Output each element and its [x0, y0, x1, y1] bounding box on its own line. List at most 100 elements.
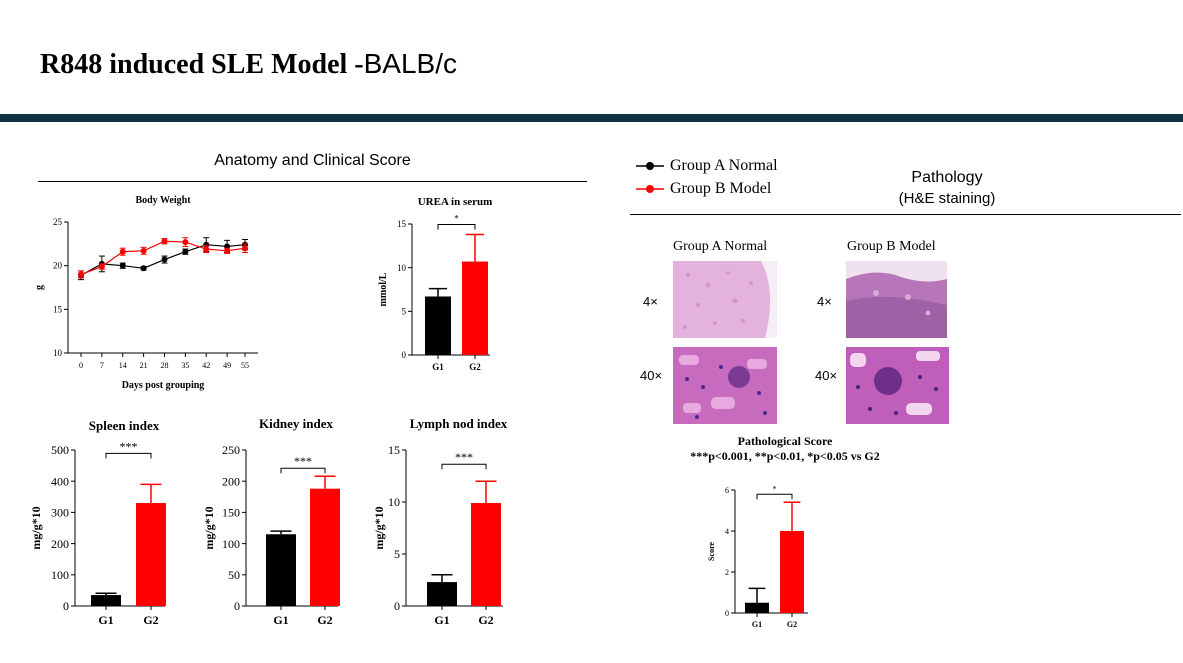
urea-chart: UREA in serum 0 5 10 15 mmol/L G1 G2 * [378, 196, 493, 372]
significance-bracket [280, 467, 326, 474]
x-tick-label: 28 [160, 361, 168, 370]
y-tick-label: 500 [51, 443, 69, 457]
y-tick-label: 300 [51, 506, 69, 520]
y-tick-label: 0 [402, 350, 407, 360]
x-tick-label: 0 [79, 361, 83, 370]
y-tick-label: 200 [222, 474, 240, 488]
significance-label: * [454, 213, 459, 223]
y-tick-label: 0 [394, 599, 400, 613]
y-tick-label: 0 [725, 609, 729, 618]
legend-marker-icon [636, 162, 664, 170]
row-label-4x: 4× [643, 294, 658, 309]
data-point [242, 245, 248, 252]
legend-label: Group A Normal [670, 157, 778, 174]
data-point [98, 263, 105, 270]
data-point [119, 248, 126, 255]
x-tick-label: G1 [273, 613, 288, 627]
y-tick-label: 4 [725, 527, 729, 536]
significance-bracket [437, 223, 476, 230]
bar [310, 488, 340, 606]
left-section-divider [38, 181, 587, 182]
chart-title: Body Weight [135, 195, 191, 206]
spleen-index-chart: Spleen index 0 100 200 300 400 500 mg/g*10 G1 G2 *… [30, 418, 166, 627]
data-point [203, 246, 210, 253]
data-point [140, 265, 147, 272]
y-tick-label: 10 [397, 263, 407, 273]
x-tick-label: G1 [434, 613, 449, 627]
x-tick-label: 7 [100, 361, 104, 370]
pathological-score-chart: 0 2 4 6 Score G1 G2 * [707, 484, 808, 629]
x-tick-label: G1 [752, 620, 762, 629]
y-axis-label: Score [707, 542, 716, 561]
x-tick-label: G1 [98, 613, 113, 627]
col-label-group-a: Group A Normal [673, 239, 768, 254]
y-axis-label: mg/g*10 [30, 506, 43, 549]
data-point [182, 248, 189, 255]
y-tick-label: 20 [53, 261, 63, 271]
data-point [78, 271, 84, 278]
row-label-40x: 40× [640, 368, 663, 383]
row-label-4x: 4× [817, 294, 832, 309]
data-point [224, 247, 231, 254]
right-section-divider [630, 214, 1181, 215]
y-axis-label: mg/g*10 [205, 506, 216, 549]
pathology-title: Pathology [911, 169, 983, 186]
x-tick-label: 35 [181, 361, 189, 370]
y-tick-label: 15 [53, 304, 63, 314]
bar [91, 595, 121, 606]
legend-item-group-a: Group A Normal [636, 157, 778, 175]
x-tick-label: 21 [140, 361, 148, 370]
significance-label: *** [294, 454, 312, 468]
x-tick-label: G2 [143, 613, 158, 627]
bar [780, 531, 804, 613]
bar [471, 503, 501, 606]
kidney-index-chart: Kidney index 0 50 100 150 200 250 mg/g*10 G1 G2 **… [205, 416, 340, 627]
pathological-score-title: Pathological Score [737, 434, 833, 448]
y-tick-label: 10 [388, 495, 400, 509]
y-tick-label: 5 [402, 306, 407, 316]
x-tick-label: G2 [317, 613, 332, 627]
x-tick-label: G2 [469, 362, 481, 372]
bar [266, 534, 296, 606]
y-tick-label: 200 [51, 537, 69, 551]
col-label-group-b: Group B Model [847, 239, 936, 254]
y-tick-label: 400 [51, 474, 69, 488]
data-point [140, 247, 147, 254]
bar [136, 503, 166, 606]
x-tick-label: 42 [202, 361, 210, 370]
x-tick-label: G2 [787, 620, 797, 629]
significance-bracket [756, 493, 793, 500]
y-tick-label: 15 [397, 219, 407, 229]
data-point [161, 256, 168, 263]
significance-footnote: ***p<0.001, **p<0.01, *p<0.05 vs G2 [690, 449, 880, 463]
histology-image-normal-4x [673, 261, 777, 338]
y-tick-label: 50 [228, 568, 240, 582]
y-tick-label: 2 [725, 568, 729, 577]
significance-label: *** [455, 450, 473, 464]
y-tick-label: 10 [53, 348, 63, 358]
y-tick-label: 150 [222, 506, 240, 520]
y-tick-label: 0 [63, 599, 69, 613]
y-axis-label: g [34, 285, 45, 290]
significance-label: *** [120, 439, 138, 453]
row-label-40x: 40× [815, 368, 838, 383]
data-point [203, 241, 210, 248]
left-section-title: Anatomy and Clinical Score [214, 152, 411, 169]
chart-title: UREA in serum [418, 196, 493, 208]
y-tick-label: 6 [725, 486, 729, 495]
chart-title: Kidney index [259, 416, 334, 431]
data-point [182, 239, 189, 246]
x-tick-label: 55 [241, 361, 249, 370]
significance-bracket [105, 452, 152, 459]
data-point [119, 262, 126, 269]
y-tick-label: 25 [53, 217, 63, 227]
y-tick-label: 5 [394, 547, 400, 561]
page-title-main: R848 induced SLE Model - [40, 49, 364, 80]
y-tick-label: 100 [51, 568, 69, 582]
x-tick-label: 14 [119, 361, 127, 370]
x-tick-label: 49 [223, 361, 231, 370]
bar [745, 602, 769, 613]
bar [427, 582, 457, 606]
x-tick-label: G2 [478, 613, 493, 627]
histology-image-model-40x [846, 347, 949, 424]
